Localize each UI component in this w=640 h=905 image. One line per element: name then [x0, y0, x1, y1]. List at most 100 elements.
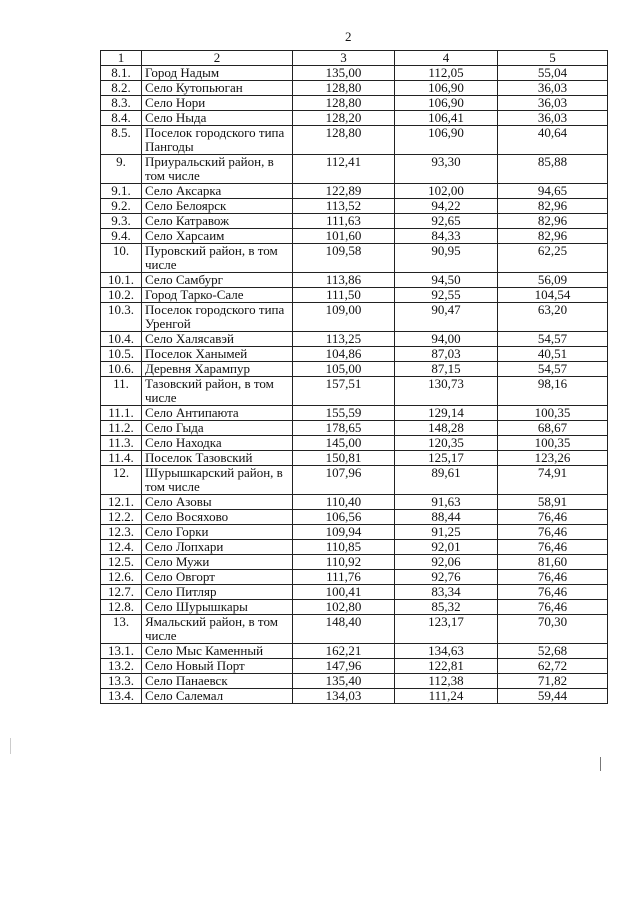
row-number: 9.4.: [100, 228, 142, 244]
table-row: 13.4. Село Салемал 134,03 111,24 59,44: [100, 688, 608, 704]
settlement-name: Село Овгорт: [141, 569, 293, 585]
value-col-4: 94,22: [394, 198, 498, 214]
value-col-3: 111,50: [292, 287, 395, 303]
settlement-name: Город Тарко-Сале: [141, 287, 293, 303]
table-row: 12.4. Село Лопхари 110,85 92,01 76,46: [100, 539, 608, 555]
value-col-4: 84,33: [394, 228, 498, 244]
settlement-name: Село Антипаюта: [141, 405, 293, 421]
value-col-3: 135,40: [292, 673, 395, 689]
row-number: 10.1.: [100, 272, 142, 288]
value-col-4: 92,06: [394, 554, 498, 570]
settlement-name: Село Нори: [141, 95, 293, 111]
value-col-4: 112,38: [394, 673, 498, 689]
value-col-3: 107,96: [292, 465, 395, 495]
table-row: 10.3. Поселок городского типа Уренгой 109,…: [100, 302, 608, 332]
settlement-name: Село Азовы: [141, 494, 293, 510]
value-col-3: 157,51: [292, 376, 395, 406]
table-row: 10.1. Село Самбург 113,86 94,50 56,09: [100, 272, 608, 288]
row-number: 12.5.: [100, 554, 142, 570]
row-number: 13.2.: [100, 658, 142, 674]
value-col-3: 128,20: [292, 110, 395, 126]
value-col-4: 89,61: [394, 465, 498, 495]
value-col-4: 122,81: [394, 658, 498, 674]
value-col-4: 88,44: [394, 509, 498, 525]
table-row: 13.2. Село Новый Порт 147,96 122,81 62,72: [100, 658, 608, 674]
value-col-5: 62,25: [497, 243, 608, 273]
table-row: 10.5. Поселок Ханымей 104,86 87,03 40,51: [100, 346, 608, 362]
settlement-name: Город Надым: [141, 65, 293, 81]
table-row: 12.2. Село Восяхово 106,56 88,44 76,46: [100, 509, 608, 525]
column-header: 3: [292, 50, 395, 66]
row-number: 12.4.: [100, 539, 142, 555]
table-row: 9.2. Село Белоярск 113,52 94,22 82,96: [100, 198, 608, 214]
settlement-name: Село Шурышкары: [141, 599, 293, 615]
value-col-4: 106,90: [394, 95, 498, 111]
value-col-3: 122,89: [292, 183, 395, 199]
value-col-3: 147,96: [292, 658, 395, 674]
value-col-4: 148,28: [394, 420, 498, 436]
value-col-5: 36,03: [497, 80, 608, 96]
settlement-name: Село Кутопьюган: [141, 80, 293, 96]
value-col-4: 92,65: [394, 213, 498, 229]
value-col-3: 109,58: [292, 243, 395, 273]
row-number: 10.2.: [100, 287, 142, 303]
value-col-5: 70,30: [497, 614, 608, 644]
value-col-4: 87,15: [394, 361, 498, 377]
value-col-3: 178,65: [292, 420, 395, 436]
settlement-name: Село Панаевск: [141, 673, 293, 689]
row-number: 11.1.: [100, 405, 142, 421]
value-col-4: 102,00: [394, 183, 498, 199]
table-row: 12. Шурышкарский район, в том числе 107,96…: [100, 465, 608, 495]
row-number: 11.: [100, 376, 142, 406]
settlement-name: Поселок городского типа Уренгой: [141, 302, 293, 332]
value-col-3: 104,86: [292, 346, 395, 362]
row-number: 12.6.: [100, 569, 142, 585]
row-number: 9.3.: [100, 213, 142, 229]
value-col-4: 129,14: [394, 405, 498, 421]
value-col-3: 128,80: [292, 125, 395, 155]
value-col-4: 92,76: [394, 569, 498, 585]
row-number: 11.2.: [100, 420, 142, 436]
value-col-4: 92,01: [394, 539, 498, 555]
value-col-5: 100,35: [497, 435, 608, 451]
table-header-row: 1 2 3 4 5: [100, 50, 608, 66]
value-col-4: 91,25: [394, 524, 498, 540]
table-row: 8.1. Город Надым 135,00 112,05 55,04: [100, 65, 608, 81]
value-col-5: 98,16: [497, 376, 608, 406]
table-row: 12.3. Село Горки 109,94 91,25 76,46: [100, 524, 608, 540]
settlement-name: Село Ныда: [141, 110, 293, 126]
row-number: 9.: [100, 154, 142, 184]
value-col-4: 90,47: [394, 302, 498, 332]
value-col-5: 76,46: [497, 509, 608, 525]
value-col-4: 106,41: [394, 110, 498, 126]
row-number: 10.: [100, 243, 142, 273]
value-col-3: 102,80: [292, 599, 395, 615]
value-col-3: 100,41: [292, 584, 395, 600]
settlement-name: Село Харсаим: [141, 228, 293, 244]
value-col-3: 109,00: [292, 302, 395, 332]
settlement-name: Село Лопхари: [141, 539, 293, 555]
value-col-3: 110,85: [292, 539, 395, 555]
settlement-name: Поселок Тазовский: [141, 450, 293, 466]
table-row: 8.3. Село Нори 128,80 106,90 36,03: [100, 95, 608, 111]
value-col-4: 87,03: [394, 346, 498, 362]
table-row: 12.7. Село Питляр 100,41 83,34 76,46: [100, 584, 608, 600]
settlement-name: Село Катравож: [141, 213, 293, 229]
table-row: 9. Приуральский район, в том числе 112,41 9…: [100, 154, 608, 184]
table-row: 13.3. Село Панаевск 135,40 112,38 71,82: [100, 673, 608, 689]
row-number: 13.1.: [100, 643, 142, 659]
value-col-5: 94,65: [497, 183, 608, 199]
value-col-4: 111,24: [394, 688, 498, 704]
row-number: 13.3.: [100, 673, 142, 689]
table-row: 11.1. Село Антипаюта 155,59 129,14 100,35: [100, 405, 608, 421]
table-row: 8.4. Село Ныда 128,20 106,41 36,03: [100, 110, 608, 126]
row-number: 8.1.: [100, 65, 142, 81]
row-number: 11.3.: [100, 435, 142, 451]
table-row: 12.5. Село Мужи 110,92 92,06 81,60: [100, 554, 608, 570]
value-col-3: 134,03: [292, 688, 395, 704]
value-col-4: 90,95: [394, 243, 498, 273]
settlement-name: Село Находка: [141, 435, 293, 451]
row-number: 9.1.: [100, 183, 142, 199]
value-col-3: 110,92: [292, 554, 395, 570]
value-col-4: 123,17: [394, 614, 498, 644]
